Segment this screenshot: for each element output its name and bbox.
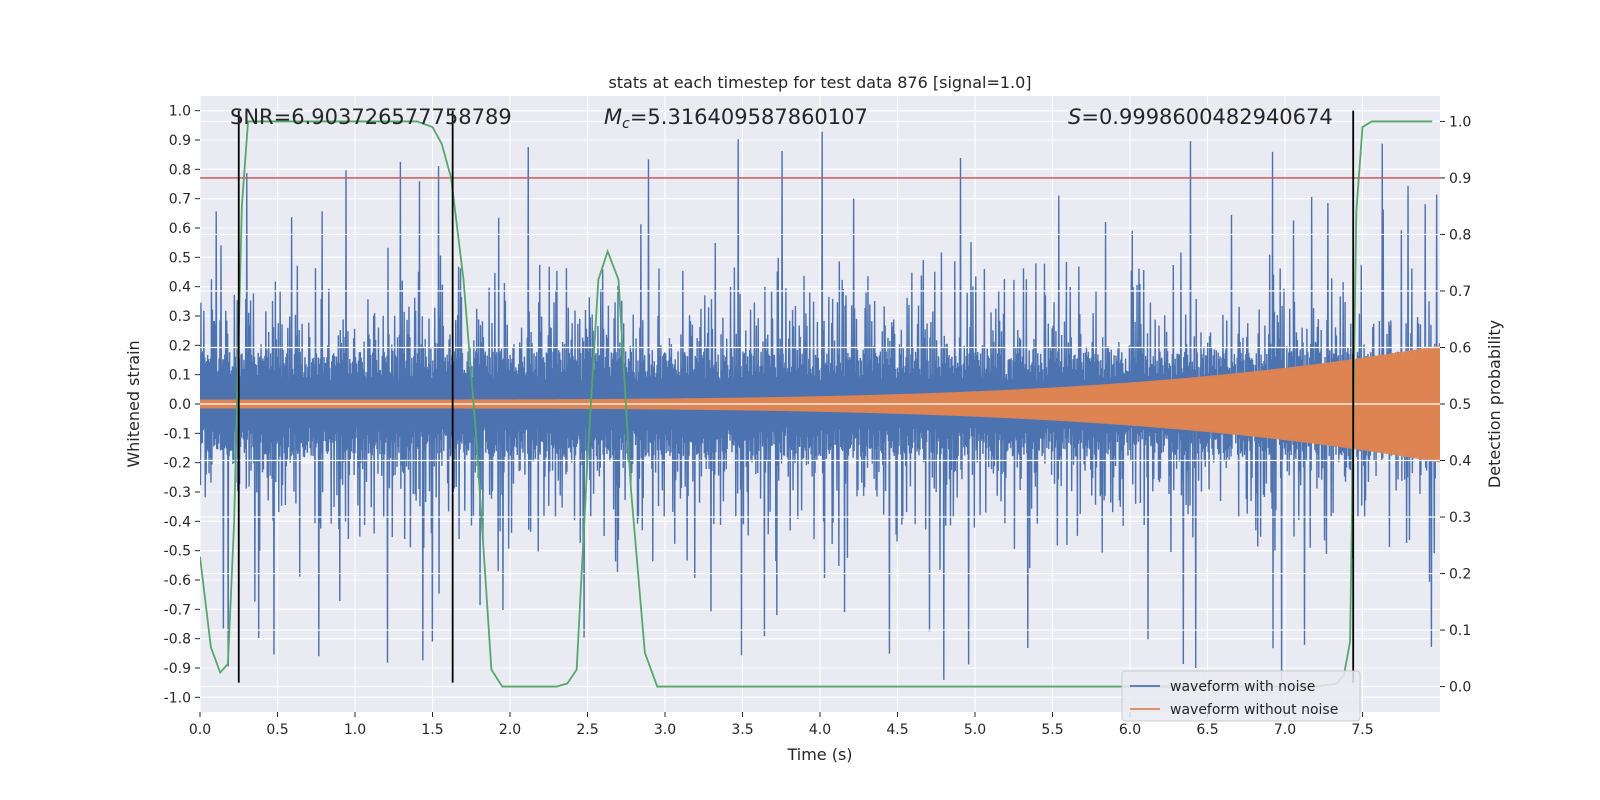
y-right-tick-label: 0.6 [1449, 340, 1471, 356]
y-tick-label: 0.1 [169, 368, 191, 384]
y-tick-label: 1.0 [169, 104, 191, 120]
x-tick-label: 1.0 [344, 722, 366, 738]
y-tick-label: 0.0 [169, 397, 191, 413]
x-tick-label: 6.5 [1196, 722, 1218, 738]
x-tick-label: 3.0 [654, 722, 676, 738]
x-tick-label: 0.5 [266, 722, 288, 738]
y-tick-label: 0.7 [169, 192, 191, 208]
x-tick-label: 0.0 [189, 722, 211, 738]
y-tick-label: 0.4 [169, 280, 191, 296]
legend-box [1121, 670, 1361, 722]
y-tick-label: -0.2 [164, 456, 191, 472]
score-symbol: S [1068, 105, 1081, 129]
x-tick-label: 1.5 [421, 722, 443, 738]
y-tick-label: -0.3 [164, 485, 191, 501]
chart-title: stats at each timestep for test data 876… [608, 73, 1031, 92]
chirp-mass-value: =5.316409587860107 [630, 105, 868, 129]
y-tick-label: 0.8 [169, 162, 191, 178]
chirp-mass-subscript: c [622, 116, 630, 132]
legend-label: waveform without noise [1170, 702, 1338, 718]
y-tick-label: -0.5 [164, 544, 191, 560]
x-axis-label: Time (s) [786, 745, 852, 764]
y-tick-label: -0.1 [164, 426, 191, 442]
chirp-mass-annotation: Mc=5.316409587860107 [604, 105, 868, 132]
y-axis-label: Whitened strain [124, 340, 143, 467]
x-tick-label: 7.0 [1274, 722, 1296, 738]
y-tick-label: -1.0 [164, 690, 191, 706]
y-right-tick-label: 0.9 [1449, 171, 1471, 187]
x-tick-label: 7.5 [1351, 722, 1373, 738]
y-right-tick-label: 0.2 [1449, 567, 1471, 583]
score-annotation: S=0.9998600482940674 [1068, 105, 1333, 129]
y-right-tick-label: 0.7 [1449, 284, 1471, 300]
y-right-tick-label: 0.8 [1449, 227, 1471, 243]
y-right-tick-label: 0.1 [1449, 623, 1471, 639]
y-tick-label: -0.8 [164, 632, 191, 648]
y-tick-label: 0.3 [169, 309, 191, 325]
snr-annotation: SNR=6.903726577758789 [230, 105, 512, 129]
y-tick-label: 0.9 [169, 133, 191, 149]
y-axis-label-right: Detection probability [1485, 320, 1504, 488]
y-right-tick-label: 0.5 [1449, 397, 1471, 413]
legend-label: waveform with noise [1170, 679, 1315, 695]
y-tick-label: -0.4 [164, 514, 191, 530]
y-tick-label: -0.9 [164, 661, 191, 677]
x-tick-label: 2.0 [499, 722, 521, 738]
legend: waveform with noise waveform without nois… [1121, 670, 1361, 722]
y-tick-label: 0.6 [169, 221, 191, 237]
y-right-tick-label: 0.0 [1449, 680, 1471, 696]
score-value: =0.9998600482940674 [1081, 105, 1332, 129]
y-right-tick-label: 1.0 [1449, 114, 1471, 130]
x-tick-label: 5.5 [1041, 722, 1063, 738]
x-tick-label: 3.5 [731, 722, 753, 738]
y-tick-label: 0.5 [169, 250, 191, 266]
y-right-tick-label: 0.4 [1449, 454, 1471, 470]
x-tick-label: 2.5 [576, 722, 598, 738]
x-tick-label: 6.0 [1119, 722, 1141, 738]
y-tick-label: 0.2 [169, 338, 191, 354]
chirp-mass-symbol: M [604, 105, 622, 129]
x-tick-label: 4.5 [886, 722, 908, 738]
y-tick-label: -0.6 [164, 573, 191, 589]
y-right-tick-label: 0.3 [1449, 510, 1471, 526]
y-tick-label: -0.7 [164, 602, 191, 618]
x-tick-label: 5.0 [964, 722, 986, 738]
x-tick-label: 4.0 [809, 722, 831, 738]
